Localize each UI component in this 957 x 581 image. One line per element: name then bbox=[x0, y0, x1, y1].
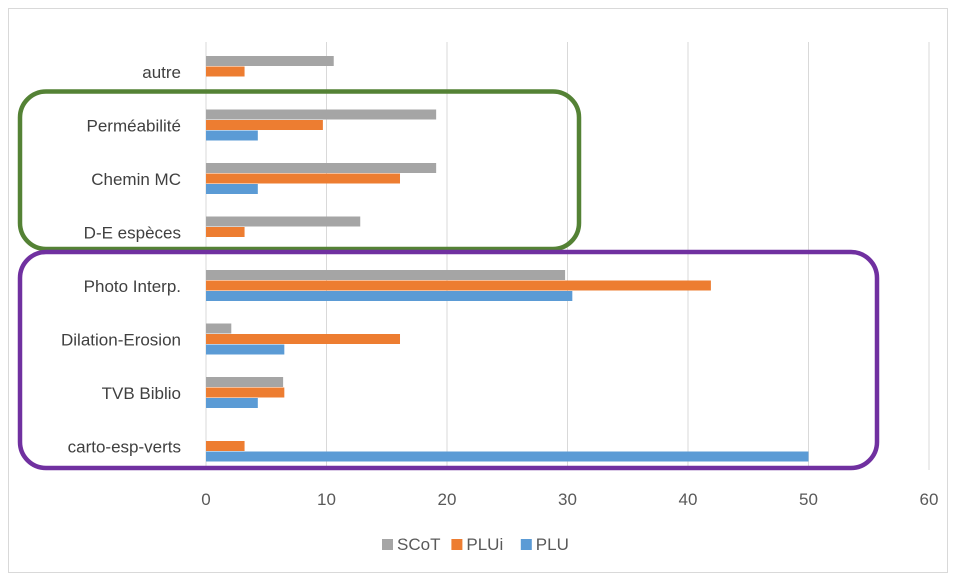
category-label: carto-esp-verts bbox=[68, 437, 181, 456]
x-tick-label: 60 bbox=[920, 490, 939, 509]
gridlines bbox=[205, 42, 930, 470]
bar-plui bbox=[206, 441, 245, 451]
legend-swatch bbox=[451, 539, 463, 550]
bar-scot bbox=[206, 323, 232, 334]
highlight-box bbox=[17, 89, 582, 252]
bar-plu bbox=[206, 344, 285, 355]
bar-scot bbox=[206, 109, 437, 120]
bar-plui bbox=[206, 120, 323, 130]
x-tick-label: 10 bbox=[317, 490, 336, 509]
bar-plu bbox=[206, 451, 809, 462]
x-tick-label: 20 bbox=[438, 490, 457, 509]
category-label: Chemin MC bbox=[91, 170, 181, 189]
x-tick-label: 0 bbox=[201, 490, 210, 509]
legend-swatch bbox=[382, 539, 393, 550]
legend-label: PLU bbox=[536, 535, 569, 554]
category-label: Perméabilité bbox=[87, 116, 182, 135]
legend: SCoT PLUi PLU bbox=[382, 535, 569, 554]
bar-plu bbox=[206, 398, 258, 408]
category-label: autre bbox=[142, 63, 181, 82]
bar-plui bbox=[206, 227, 245, 237]
x-tick-label: 50 bbox=[799, 490, 818, 509]
category-label: Dilation-Erosion bbox=[61, 330, 181, 349]
legend-label: SCoT bbox=[397, 535, 440, 554]
category-labels: autre Perméabilité Chemin MC D-E espèces Pho… bbox=[61, 63, 181, 457]
bar-plu bbox=[206, 130, 258, 141]
x-axis-ticks: 0 10 20 30 40 50 60 bbox=[201, 490, 938, 509]
legend-label: PLUi bbox=[466, 535, 503, 554]
category-label: Photo Interp. bbox=[84, 277, 181, 296]
category-label: D-E espèces bbox=[84, 223, 181, 242]
bar-plu bbox=[206, 184, 258, 194]
bar-scot bbox=[206, 163, 437, 173]
bar-scot bbox=[206, 56, 334, 66]
highlight-boxes bbox=[17, 89, 880, 471]
x-tick-label: 30 bbox=[558, 490, 577, 509]
legend-swatch bbox=[520, 539, 532, 550]
bar-scot bbox=[206, 216, 361, 227]
bar-scot bbox=[206, 377, 284, 387]
highlight-box bbox=[17, 249, 880, 471]
bar-plui bbox=[206, 173, 401, 184]
category-label: TVB Biblio bbox=[102, 384, 181, 403]
bar-plui bbox=[206, 66, 245, 77]
x-tick-label: 40 bbox=[679, 490, 698, 509]
bar-plui bbox=[206, 387, 285, 398]
bar-plui bbox=[206, 280, 711, 291]
bars bbox=[206, 56, 809, 462]
bar-plu bbox=[206, 291, 573, 301]
bar-plui bbox=[206, 334, 401, 344]
bar-scot bbox=[206, 270, 566, 280]
